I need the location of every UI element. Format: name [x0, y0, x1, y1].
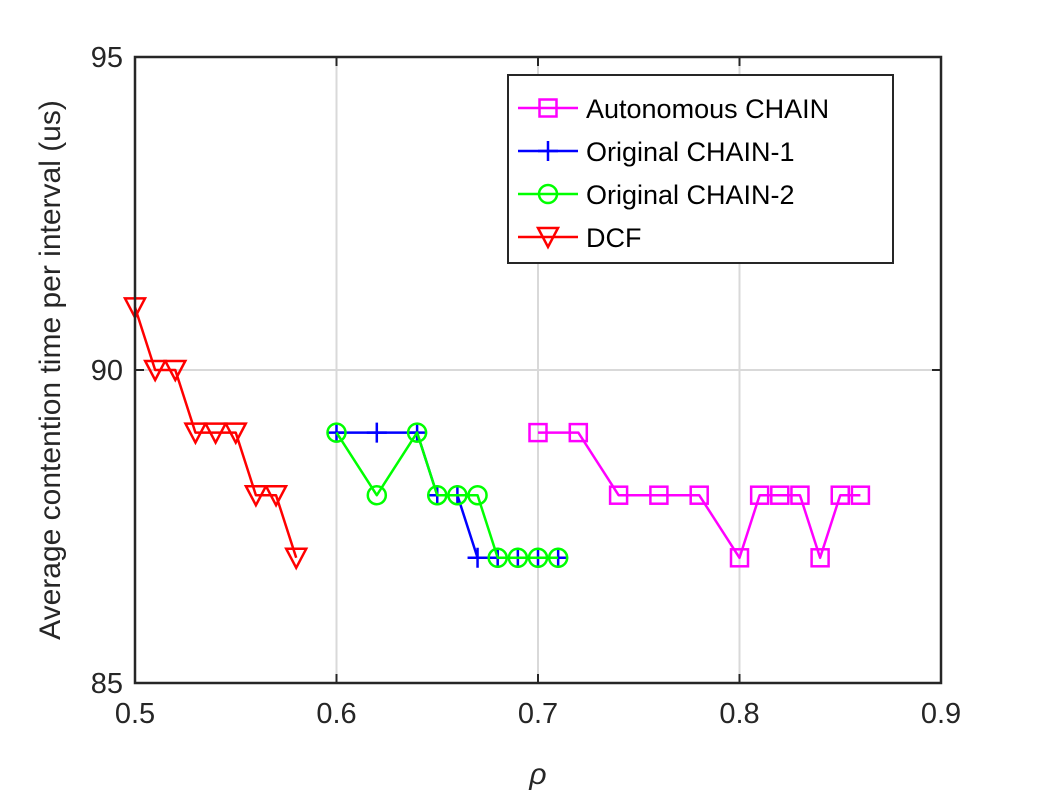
x-tick-label: 0.5 — [115, 698, 155, 730]
data-point — [649, 485, 669, 505]
data-point — [729, 548, 750, 568]
data-point — [810, 548, 830, 568]
data-point — [263, 484, 289, 508]
x-axis-label: ρ — [528, 758, 546, 791]
circle-marker — [537, 183, 559, 205]
triangle-marker — [535, 226, 561, 250]
data-point — [366, 422, 387, 443]
series-original-chain-2 — [326, 422, 569, 569]
legend: Autonomous CHAIN Original CHAIN-1 Original… — [507, 74, 894, 264]
data-point — [507, 547, 529, 569]
data-point — [689, 485, 709, 505]
legend-item: Original CHAIN-2 — [518, 180, 795, 210]
square-marker — [538, 98, 558, 118]
series-line — [133, 307, 298, 559]
data-point — [203, 422, 228, 446]
data-point — [163, 359, 188, 383]
data-point — [223, 422, 248, 446]
legend-item: DCF — [518, 223, 642, 253]
legend-label: Original CHAIN-1 — [586, 137, 795, 167]
data-point — [527, 547, 549, 569]
legend-label: Autonomous CHAIN — [586, 94, 829, 124]
data-point — [528, 422, 548, 443]
data-point — [608, 485, 629, 505]
data-point — [830, 485, 850, 505]
y-tick-label: 95 — [91, 42, 123, 74]
axis-ticks: 0.5 0.6 0.7 0.8 0.9 85 90 95 — [91, 42, 961, 730]
data-point — [770, 485, 790, 505]
plus-marker — [538, 141, 558, 161]
x-tick-label: 0.9 — [921, 698, 961, 730]
data-point — [427, 484, 448, 506]
data-point — [243, 484, 268, 508]
data-point — [749, 485, 770, 505]
legend-item: Autonomous CHAIN — [518, 94, 829, 124]
data-point — [487, 547, 508, 569]
legend-label: Original CHAIN-2 — [586, 180, 795, 210]
data-point — [143, 359, 168, 383]
data-point — [850, 485, 871, 505]
y-tick-label: 90 — [91, 355, 123, 387]
data-point — [568, 422, 589, 443]
x-tick-label: 0.6 — [316, 698, 356, 730]
data-point — [547, 547, 569, 569]
series-layer — [122, 297, 871, 571]
x-tick-label: 0.8 — [719, 698, 759, 730]
data-point — [406, 422, 428, 443]
series-dcf — [122, 297, 309, 571]
data-point — [467, 547, 488, 568]
data-point — [183, 422, 208, 446]
legend-box — [507, 74, 894, 264]
data-point — [366, 484, 388, 506]
data-point — [447, 484, 468, 506]
data-point — [467, 484, 488, 506]
y-tick-label: 85 — [91, 668, 123, 700]
series-line — [538, 431, 861, 560]
y-axis-label: Average contention time per interval (us… — [34, 100, 67, 640]
data-point — [284, 547, 309, 571]
data-point — [326, 422, 347, 443]
data-point — [790, 485, 810, 505]
x-tick-label: 0.7 — [518, 698, 558, 730]
legend-item: Original CHAIN-1 — [518, 137, 795, 167]
grid-lines — [135, 57, 941, 683]
legend-label: DCF — [586, 223, 642, 253]
series-autonomous-chain — [528, 422, 871, 568]
